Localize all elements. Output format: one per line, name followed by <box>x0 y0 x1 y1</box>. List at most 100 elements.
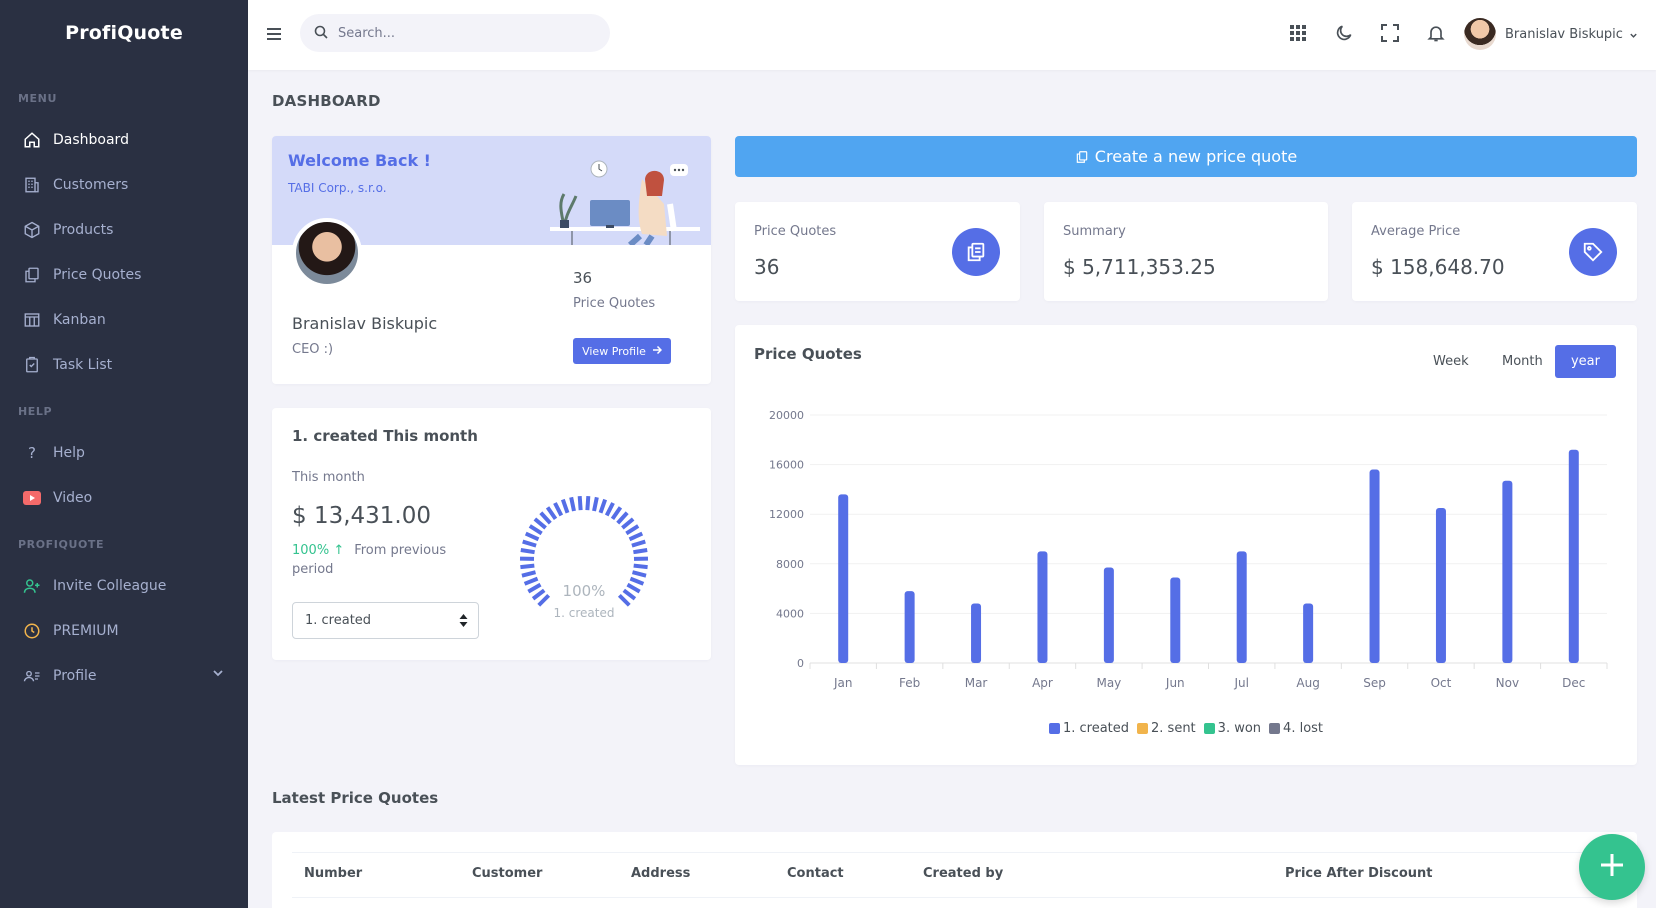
monthly-change: 100% ↑ From previous period <box>292 541 482 579</box>
range-month-button[interactable]: Month <box>1490 345 1555 378</box>
gauge-tick <box>520 548 535 555</box>
latest-quotes-table: Number Customer Address Contact Created … <box>272 832 1637 908</box>
sidebar-item-label: Dashboard <box>53 131 129 148</box>
stat-card-average-price: Average Price $ 158,648.70 <box>1352 202 1637 301</box>
home-icon <box>22 130 42 150</box>
user-menu[interactable]: Branislav Biskupic <box>1464 17 1638 51</box>
column-header-customer[interactable]: Customer <box>472 866 543 881</box>
column-header-contact[interactable]: Contact <box>787 866 844 881</box>
gauge-tick <box>520 563 535 570</box>
gauge-tick <box>585 496 591 511</box>
sidebar-item-label: PREMIUM <box>53 622 119 639</box>
x-tick-label: Aug <box>1296 676 1319 690</box>
sidebar-item-invite-colleague[interactable]: Invite Colleague <box>0 563 248 608</box>
stat-label: Price Quotes <box>754 224 837 239</box>
monthly-subtitle: This month <box>292 470 365 485</box>
gauge-tick <box>521 570 537 578</box>
sidebar-item-price-quotes[interactable]: Price Quotes <box>0 252 248 297</box>
status-select[interactable]: 1. created <box>292 602 479 639</box>
sidebar-item-task-list[interactable]: Task List <box>0 342 248 387</box>
gauge-tick <box>621 517 635 530</box>
kanban-icon <box>22 310 42 330</box>
add-fab-button[interactable] <box>1579 834 1645 900</box>
tag-icon <box>1569 228 1617 276</box>
sidebar-item-help[interactable]: ? Help <box>0 430 248 475</box>
column-header-number[interactable]: Number <box>304 866 363 881</box>
legend-item[interactable]: 3. won <box>1203 721 1261 736</box>
sidebar: ProfiQuote MENU Dashboard Customers Prod… <box>0 0 248 908</box>
range-week-button[interactable]: Week <box>1421 345 1481 378</box>
table-divider <box>292 852 1617 853</box>
clipboard-icon <box>22 355 42 375</box>
legend-item[interactable]: 4. lost <box>1269 721 1323 736</box>
x-tick-label: Dec <box>1562 676 1585 690</box>
fullscreen-icon[interactable] <box>1379 22 1401 44</box>
legend-swatch <box>1269 723 1281 734</box>
gauge-label: 1. created <box>553 606 615 620</box>
welcome-title: Welcome Back ! <box>288 151 431 170</box>
search-input[interactable] <box>338 25 588 41</box>
building-icon <box>22 175 42 195</box>
x-tick-label: Jun <box>1165 676 1185 690</box>
dark-mode-moon-icon[interactable] <box>1333 22 1355 44</box>
status-select-value: 1. created <box>305 613 372 628</box>
y-tick-label: 0 <box>797 657 804 670</box>
sidebar-item-label: Products <box>53 221 114 238</box>
legend-label: 2. sent <box>1151 721 1196 736</box>
apps-grid-icon[interactable] <box>1287 22 1309 44</box>
y-tick-label: 8000 <box>776 558 804 571</box>
column-header-created-by[interactable]: Created by <box>923 866 1004 881</box>
sidebar-item-customers[interactable]: Customers <box>0 162 248 207</box>
bar <box>838 494 849 663</box>
gauge-percent: 100% <box>562 582 606 600</box>
sidebar-item-products[interactable]: Products <box>0 207 248 252</box>
sidebar-item-kanban[interactable]: Kanban <box>0 297 248 342</box>
sidebar-item-video[interactable]: Video <box>0 475 248 520</box>
legend-item[interactable]: 2. sent <box>1137 721 1196 736</box>
view-profile-button[interactable]: View Profile <box>573 338 671 364</box>
search-box <box>300 14 610 52</box>
x-tick-label: Nov <box>1496 676 1519 690</box>
gauge-tick <box>522 539 537 548</box>
create-price-quote-button[interactable]: Create a new price quote <box>735 136 1637 177</box>
copy-icon <box>22 265 42 285</box>
monthly-card-title: 1. created This month <box>292 427 478 445</box>
sidebar-item-premium[interactable]: PREMIUM <box>0 608 248 653</box>
gauge-tick <box>577 496 583 511</box>
monthly-value: $ 13,431.00 <box>292 503 431 529</box>
sidebar-item-label: Kanban <box>53 311 106 328</box>
copy-icon <box>952 228 1000 276</box>
x-tick-label: Oct <box>1431 676 1452 690</box>
legend-item[interactable]: 1. created <box>1048 721 1129 736</box>
x-tick-label: Feb <box>899 676 920 690</box>
x-tick-label: May <box>1096 676 1121 690</box>
profile-name: Branislav Biskupic <box>292 314 438 333</box>
notification-bell-icon[interactable] <box>1425 22 1447 44</box>
gauge-tick <box>617 593 631 607</box>
user-name: Branislav Biskupic <box>1505 26 1623 42</box>
gauge-tick <box>622 588 637 601</box>
sidebar-item-label: Customers <box>53 176 129 193</box>
stat-label: Summary <box>1063 224 1126 239</box>
latest-quotes-title: Latest Price Quotes <box>272 789 439 807</box>
range-year-button[interactable]: year <box>1555 345 1616 378</box>
sidebar-item-profile[interactable]: Profile <box>0 653 248 698</box>
column-header-price-after-discount[interactable]: Price After Discount <box>1285 866 1433 881</box>
x-tick-label: Mar <box>965 676 988 690</box>
sidebar-item-label: Help <box>53 444 85 461</box>
column-header-address[interactable]: Address <box>631 866 691 881</box>
y-tick-label: 16000 <box>769 459 804 472</box>
gauge-tick <box>628 531 644 542</box>
y-tick-label: 12000 <box>769 508 804 521</box>
change-text: From previous period <box>292 543 447 577</box>
gauge-tick <box>625 524 640 536</box>
bar <box>1303 603 1314 663</box>
company-name: TABI Corp., s.r.o. <box>288 181 387 195</box>
sidebar-item-dashboard[interactable]: Dashboard <box>0 117 248 162</box>
brand-logo[interactable]: ProfiQuote <box>65 22 183 44</box>
menu-toggle-icon[interactable] <box>264 24 284 44</box>
x-tick-label: Apr <box>1032 676 1053 690</box>
gauge-tick <box>528 524 543 536</box>
stat-card-price-quotes: Price Quotes 36 <box>735 202 1020 301</box>
bar <box>1037 551 1048 663</box>
